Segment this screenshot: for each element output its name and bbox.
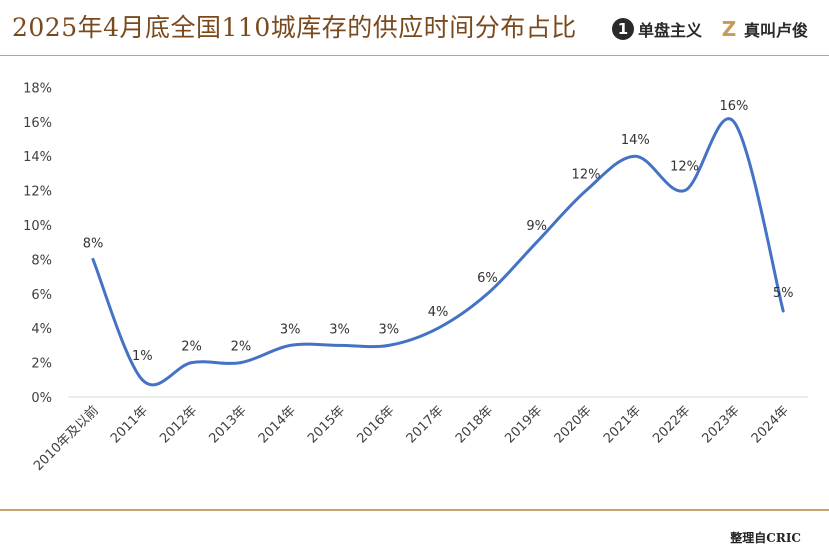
x-tick-label: 2015年 <box>305 403 348 446</box>
header: 2025年4月底全国110城库存的供应时间分布占比 1 单盘主义 Z 真叫卢俊 <box>0 0 829 56</box>
x-tick-label: 2013年 <box>207 403 250 446</box>
y-axis-ticks: 0% 2% 4% 6% 8% 10% 12% 14% 16% 18% <box>23 81 52 406</box>
y-tick-label: 16% <box>23 116 52 131</box>
data-label: 12% <box>572 168 601 183</box>
x-tick-label: 2019年 <box>502 403 545 446</box>
data-label: 3% <box>329 322 350 337</box>
x-tick-label: 2018年 <box>453 403 496 446</box>
data-label: 12% <box>670 160 699 175</box>
y-tick-label: 12% <box>23 185 52 200</box>
data-label: 8% <box>83 236 104 251</box>
x-tick-label: 2014年 <box>256 403 299 446</box>
brand-mark-icon: 1 <box>612 18 634 40</box>
x-tick-label: 2012年 <box>157 403 200 446</box>
data-label: 4% <box>428 305 449 320</box>
x-tick-label: 2020年 <box>552 403 595 446</box>
x-tick-label: 2024年 <box>749 403 792 446</box>
brand-mark-icon: Z <box>718 17 740 41</box>
x-axis-ticks: 2010年及以前 2011年 2012年 2013年 2014年 2015年 2016年 20… <box>30 403 792 474</box>
x-tick-label: 2016年 <box>354 403 397 446</box>
data-label: 16% <box>719 99 748 114</box>
x-tick-label: 2023年 <box>700 403 743 446</box>
y-tick-label: 18% <box>23 81 52 96</box>
data-label: 3% <box>378 322 399 337</box>
y-tick-label: 4% <box>31 322 52 337</box>
header-divider <box>0 55 829 56</box>
x-tick-label: 2022年 <box>650 403 693 446</box>
series-line <box>91 117 785 387</box>
y-tick-label: 0% <box>31 391 52 406</box>
x-tick-label: 2011年 <box>108 403 151 446</box>
brand-logo-zhenjiao: Z 真叫卢俊 <box>718 16 808 42</box>
data-label: 1% <box>132 349 153 364</box>
data-label: 3% <box>280 322 301 337</box>
y-tick-label: 6% <box>31 288 52 303</box>
data-label: 5% <box>773 286 794 301</box>
x-tick-label: 2010年及以前 <box>30 403 101 474</box>
brand-logo-danpan: 1 单盘主义 <box>612 16 702 42</box>
footer-divider <box>0 509 829 511</box>
x-tick-label: 2021年 <box>601 403 644 446</box>
source-note: 整理自CRIC <box>730 531 801 545</box>
data-label: 14% <box>621 133 650 148</box>
y-tick-label: 8% <box>31 253 52 268</box>
brand-name: 单盘主义 <box>638 21 703 40</box>
line-chart: 0%2%4%6%8%10%12%14%16%18% 2010年及以前 2011年 2… <box>23 81 808 474</box>
y-tick-label: 10% <box>23 219 52 234</box>
x-tick-label: 2017年 <box>404 403 447 446</box>
data-label: 9% <box>526 219 547 234</box>
page-title: 2025年4月底全国110城库存的供应时间分布占比 <box>12 13 577 42</box>
data-label: 2% <box>181 340 202 355</box>
y-tick-label: 14% <box>23 150 52 165</box>
data-label: 2% <box>231 340 252 355</box>
data-labels: 8% 1% 2% 2% 3% 3% 3% 4% 6% 9% 12% 14% 12% 16% 5% <box>83 99 794 364</box>
data-label: 6% <box>477 271 498 286</box>
y-tick-label: 2% <box>31 357 52 372</box>
brand-name: 真叫卢俊 <box>744 21 809 40</box>
